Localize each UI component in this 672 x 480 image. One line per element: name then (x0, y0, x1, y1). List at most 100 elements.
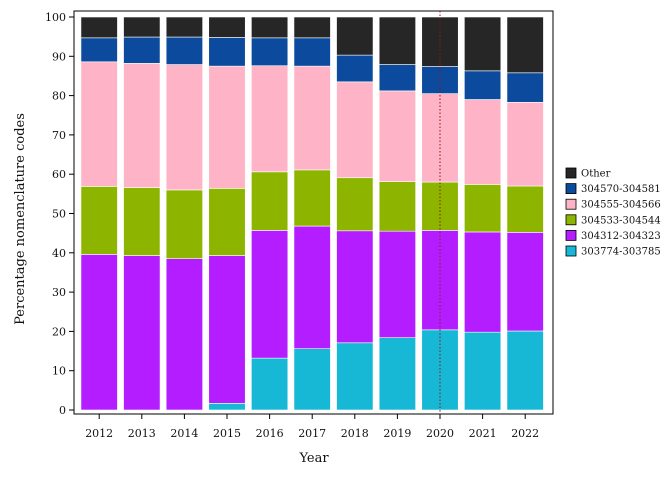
bar-segment-2022-Other (506, 16, 544, 74)
bar-segment-2015-303774-303785 (208, 403, 246, 411)
bar-segment-2022-304533-304544 (506, 185, 544, 233)
bar-segment-2013-304312-304323 (123, 255, 161, 411)
legend-item: 304533-304544 (565, 214, 661, 226)
bar-segment-2018-304570-304581 (336, 54, 374, 83)
bar-segment-2015-304570-304581 (208, 37, 246, 67)
legend-item: Other (565, 167, 611, 180)
bar-segment-2016-303774-303785 (251, 357, 289, 411)
legend-swatch (565, 167, 577, 179)
bar-segment-2013-304555-304566 (123, 63, 161, 188)
bar-segment-2018-303774-303785 (336, 342, 374, 411)
bar-segment-2017-303774-303785 (293, 348, 331, 411)
bar-segment-2021-304533-304544 (464, 184, 502, 233)
y-tick-label: 70 (52, 129, 66, 142)
legend-label: 303774-303785 (581, 247, 661, 258)
legend-swatch (565, 198, 577, 210)
bar-segment-2017-304570-304581 (293, 37, 331, 67)
y-tick-label: 80 (52, 90, 66, 103)
bar-segment-2019-304533-304544 (378, 181, 416, 232)
bar-segment-2015-Other (208, 16, 246, 38)
y-tick-label: 100 (45, 11, 66, 24)
x-tick-label: 2012 (85, 427, 113, 440)
bar-segment-2016-304312-304323 (251, 230, 289, 359)
bar-segment-2012-Other (80, 16, 118, 39)
bar-segment-2015-304312-304323 (208, 255, 246, 404)
bar-segment-2017-304533-304544 (293, 169, 331, 227)
bar-segment-2022-304570-304581 (506, 72, 544, 103)
bar-segment-2019-304555-304566 (378, 90, 416, 182)
y-tick-label: 90 (52, 50, 66, 63)
legend-label: 304312-304323 (581, 231, 661, 242)
y-tick-label: 30 (52, 286, 66, 299)
bar-segment-2020-304312-304323 (421, 230, 459, 331)
bars-layer (80, 16, 544, 411)
bar-segment-2015-304555-304566 (208, 65, 246, 189)
legend-item: 304570-304581 (565, 183, 661, 195)
bar-segment-2019-304570-304581 (378, 64, 416, 92)
x-tick-label: 2020 (426, 427, 454, 440)
legend-item: 304555-304566 (565, 198, 661, 211)
bar-segment-2018-304312-304323 (336, 230, 374, 344)
y-tick-label: 0 (59, 404, 66, 417)
bar-segment-2013-304533-304544 (123, 187, 161, 256)
bar-segment-2021-303774-303785 (464, 331, 502, 411)
y-tick-label: 50 (52, 208, 66, 221)
bar-segment-2022-304312-304323 (506, 232, 544, 332)
bar-segment-2013-304570-304581 (123, 36, 161, 64)
bar-segment-2020-304533-304544 (421, 181, 459, 231)
y-tick-label: 10 (52, 365, 66, 378)
legend-label: 304533-304544 (581, 215, 661, 226)
y-tick-label: 40 (52, 247, 66, 260)
x-tick-label: 2015 (213, 427, 241, 440)
y-axis-title: Percentage nomenclature codes (13, 113, 28, 325)
bar-segment-2019-Other (378, 16, 416, 65)
bar-segment-2019-304312-304323 (378, 230, 416, 338)
bar-segment-2020-303774-303785 (421, 329, 459, 411)
bar-segment-2021-Other (464, 16, 502, 72)
x-axis-title: Year (298, 451, 329, 466)
bar-segment-2022-303774-303785 (506, 330, 544, 411)
x-tick-label: 2021 (469, 427, 497, 440)
legend-swatch (565, 183, 577, 195)
bar-segment-2014-304312-304323 (165, 258, 203, 411)
bar-segment-2022-304555-304566 (506, 101, 544, 187)
bar-segment-2016-Other (251, 16, 289, 39)
bar-segment-2014-Other (165, 16, 203, 38)
legend-label: 304570-304581 (581, 184, 661, 195)
bar-segment-2021-304555-304566 (464, 99, 502, 185)
bar-segment-2017-304555-304566 (293, 65, 331, 171)
legend-swatch (565, 214, 577, 226)
x-axis: 2012 2013 2014 2015 2016 2017 2018 2019 2020 2021… (85, 414, 539, 440)
bar-segment-2012-304570-304581 (80, 37, 118, 63)
bar-segment-2014-304570-304581 (165, 36, 203, 65)
bar-segment-2016-304533-304544 (251, 171, 289, 231)
bar-segment-2017-304312-304323 (293, 225, 331, 350)
bar-segment-2018-304555-304566 (336, 81, 374, 179)
y-tick-label: 60 (52, 168, 66, 181)
legend-label: Other (581, 169, 611, 180)
bar-segment-2017-Other (293, 16, 331, 39)
bar-segment-2016-304555-304566 (251, 65, 289, 173)
bar-segment-2014-304533-304544 (165, 189, 203, 259)
x-tick-label: 2022 (511, 427, 539, 440)
bar-segment-2012-304555-304566 (80, 61, 118, 187)
bar-segment-2016-304570-304581 (251, 37, 289, 67)
legend-swatch (565, 245, 577, 257)
bar-segment-2014-304555-304566 (165, 64, 203, 191)
bar-segment-2018-Other (336, 16, 374, 56)
bar-segment-2015-304533-304544 (208, 188, 246, 256)
x-tick-label: 2019 (383, 427, 411, 440)
bar-segment-2012-304312-304323 (80, 254, 118, 411)
bar-segment-2021-304312-304323 (464, 231, 502, 333)
legend-item: 303774-303785 (565, 245, 661, 258)
bar-segment-2013-Other (123, 16, 161, 38)
bar-segment-2012-304533-304544 (80, 186, 118, 255)
x-tick-label: 2013 (128, 427, 156, 440)
legend: Other 304570-304581 304555-304566 304533-30… (565, 167, 661, 258)
bar-segment-2020-Other (421, 16, 459, 67)
x-tick-label: 2018 (341, 427, 369, 440)
legend-item: 304312-304323 (565, 229, 661, 242)
y-axis: 0 10 20 30 40 50 60 70 80 90 100 (45, 11, 74, 417)
y-tick-label: 20 (52, 325, 66, 338)
